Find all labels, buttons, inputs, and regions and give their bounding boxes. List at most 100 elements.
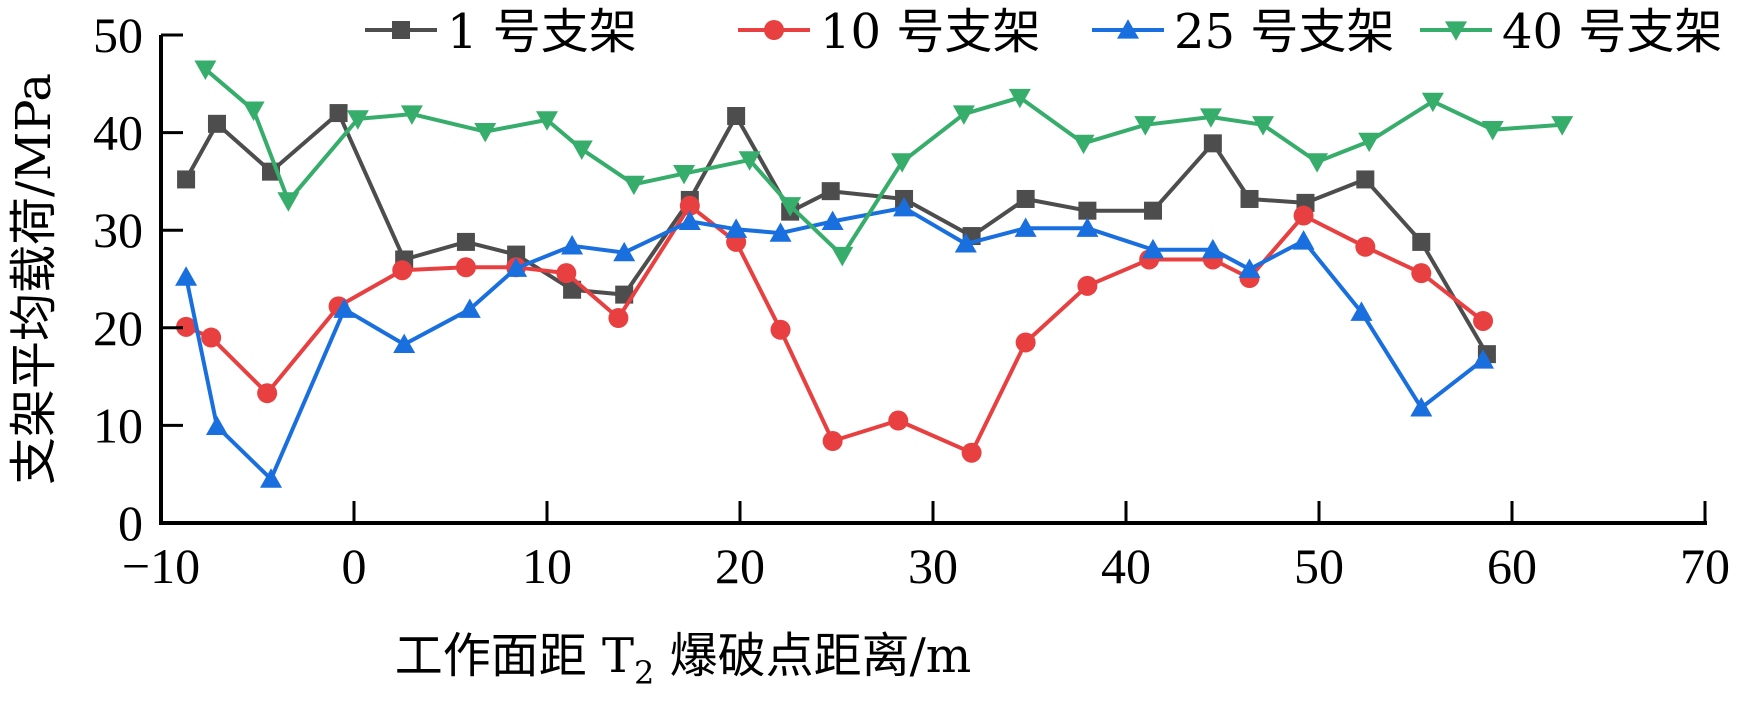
series-line bbox=[184, 111, 1489, 356]
triangle-down-marker bbox=[1481, 121, 1504, 141]
circle-marker bbox=[822, 431, 843, 452]
series-2 bbox=[176, 195, 1494, 463]
x-tick-label: 30 bbox=[908, 538, 958, 594]
triangle-up-marker bbox=[1076, 217, 1099, 237]
circle-marker bbox=[1077, 275, 1098, 296]
triangle-down-marker bbox=[673, 164, 696, 185]
triangle-up-marker bbox=[505, 257, 528, 277]
triangle-down-marker bbox=[1252, 116, 1275, 136]
series-3 bbox=[175, 196, 1495, 488]
legend-item: 10 号支架 bbox=[738, 4, 1040, 60]
triangle-up-marker bbox=[769, 222, 792, 242]
triangle-up-marker bbox=[333, 298, 356, 318]
square-marker bbox=[456, 232, 475, 251]
square-marker bbox=[329, 104, 348, 123]
circle-marker bbox=[176, 316, 197, 337]
circle-marker bbox=[1355, 236, 1376, 257]
triangle-down-marker bbox=[831, 246, 854, 267]
triangle-down-marker bbox=[622, 175, 645, 196]
triangle-up-marker bbox=[458, 298, 481, 318]
x-tick-label: 10 bbox=[522, 538, 572, 594]
series-line bbox=[204, 67, 1563, 258]
x-tick-label: 70 bbox=[1680, 538, 1730, 594]
square-marker bbox=[392, 21, 410, 39]
square-marker bbox=[1016, 189, 1035, 208]
triangle-up-marker bbox=[821, 210, 844, 231]
square-marker bbox=[177, 170, 196, 189]
y-axis-title: 支架平均载荷/MPa bbox=[6, 73, 62, 485]
triangle-up-marker bbox=[1410, 397, 1433, 417]
triangle-up-marker bbox=[678, 210, 701, 231]
legend-label: 10 号支架 bbox=[820, 4, 1040, 60]
triangle-down-marker bbox=[891, 153, 914, 173]
circle-marker bbox=[888, 410, 909, 431]
x-tick-label: 40 bbox=[1101, 538, 1151, 594]
y-tick-label: 50 bbox=[93, 7, 143, 63]
triangle-down-marker bbox=[952, 105, 975, 125]
triangle-down-marker bbox=[1306, 153, 1329, 173]
square-marker bbox=[1412, 232, 1431, 251]
circle-marker bbox=[764, 20, 784, 40]
triangle-up-marker bbox=[1238, 258, 1261, 278]
circle-marker bbox=[961, 442, 982, 463]
square-marker bbox=[1144, 201, 1163, 220]
x-tick-label: 20 bbox=[715, 538, 765, 594]
triangle-up-marker bbox=[1014, 217, 1037, 237]
legend-label: 40 号支架 bbox=[1502, 4, 1722, 60]
square-marker bbox=[207, 114, 226, 133]
plot-series bbox=[175, 60, 1574, 488]
circle-marker bbox=[1473, 310, 1494, 331]
y-tick-label: 20 bbox=[93, 300, 143, 356]
triangle-down-marker bbox=[346, 110, 369, 130]
x-tick-label: 60 bbox=[1487, 538, 1537, 594]
triangle-down-marker bbox=[1072, 134, 1095, 155]
legend-label: 1 号支架 bbox=[447, 4, 637, 60]
legend-item: 1 号支架 bbox=[365, 4, 637, 60]
circle-marker bbox=[770, 319, 791, 340]
square-marker bbox=[821, 182, 840, 201]
series-1 bbox=[177, 104, 1496, 364]
triangle-up-marker bbox=[613, 241, 636, 262]
triangle-up-marker bbox=[1292, 230, 1315, 250]
y-tick-label: 0 bbox=[118, 495, 143, 551]
triangle-down-marker bbox=[474, 122, 497, 143]
triangle-down-marker bbox=[1445, 21, 1467, 41]
triangle-up-marker bbox=[1117, 19, 1139, 39]
square-marker bbox=[727, 107, 746, 126]
triangle-up-marker bbox=[205, 415, 228, 436]
y-tick-label: 40 bbox=[93, 105, 143, 161]
triangle-up-marker bbox=[260, 468, 283, 488]
triangle-up-marker bbox=[175, 266, 198, 286]
square-marker bbox=[1356, 170, 1375, 189]
legend-item: 25 号支架 bbox=[1092, 4, 1394, 60]
series-4 bbox=[194, 60, 1574, 267]
legend-label: 25 号支架 bbox=[1174, 4, 1394, 60]
square-marker bbox=[1203, 134, 1222, 153]
circle-marker bbox=[257, 383, 278, 404]
triangle-down-marker bbox=[536, 111, 558, 131]
triangle-down-marker bbox=[1008, 88, 1031, 109]
triangle-up-marker bbox=[393, 333, 416, 354]
triangle-up-marker bbox=[1142, 238, 1165, 259]
x-tick-label: 0 bbox=[342, 538, 367, 594]
circle-marker bbox=[1411, 263, 1432, 284]
y-tick-label: 30 bbox=[93, 202, 143, 258]
x-ticks: −10 0 10 20 30 40 50 60 70 bbox=[122, 501, 1730, 594]
triangle-up-marker bbox=[954, 233, 977, 253]
circle-marker bbox=[455, 257, 476, 278]
triangle-down-marker bbox=[1134, 116, 1157, 136]
circle-marker bbox=[556, 263, 577, 284]
circle-marker bbox=[608, 308, 629, 329]
series-line bbox=[184, 205, 1485, 482]
triangle-down-marker bbox=[779, 197, 802, 217]
triangle-down-marker bbox=[1358, 132, 1381, 153]
circle-marker bbox=[392, 260, 413, 281]
y-ticks: 0 10 20 30 40 50 bbox=[93, 7, 183, 551]
triangle-up-marker bbox=[561, 235, 584, 255]
legend: 1 号支架 10 号支架 25 号支架 40 号支架 bbox=[365, 4, 1722, 60]
triangle-up-marker bbox=[1350, 301, 1373, 321]
triangle-up-marker bbox=[893, 196, 916, 217]
triangle-down-marker bbox=[400, 105, 423, 125]
triangle-up-marker bbox=[1201, 238, 1224, 259]
